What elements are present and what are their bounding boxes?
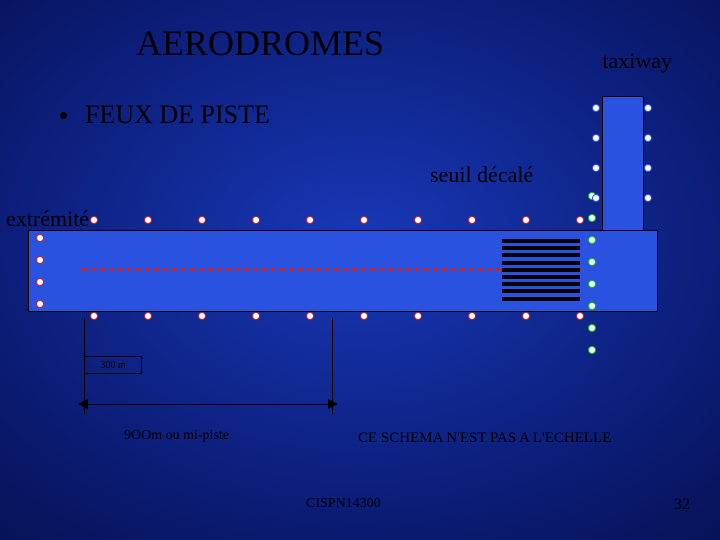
runway-light (644, 194, 652, 202)
subtitle-text: FEUX DE PISTE (85, 100, 270, 130)
runway-light (592, 134, 600, 142)
subtitle-row: FEUX DE PISTE (60, 100, 270, 130)
runway-light (90, 216, 98, 224)
runway-light (644, 104, 652, 112)
runway-light (306, 216, 314, 224)
runway-light (360, 216, 368, 224)
runway-light (36, 256, 44, 264)
runway-light (588, 236, 596, 244)
runway-light (252, 216, 260, 224)
runway-light (468, 216, 476, 224)
runway-light (306, 312, 314, 320)
taxiway-label: taxiway (602, 48, 672, 74)
range-900m-label: 9OOm ou mi-piste (124, 428, 229, 444)
runway-light (36, 300, 44, 308)
runway-light (252, 312, 260, 320)
seuil-label: seuil décalé (430, 162, 533, 188)
disclaimer: CE SCHEMA N'EST PAS A L'ECHELLE (358, 430, 611, 447)
runway-light (360, 312, 368, 320)
runway-light (588, 324, 596, 332)
bullet-icon (60, 112, 67, 119)
runway-light (144, 216, 152, 224)
runway-light (592, 104, 600, 112)
runway-light (36, 278, 44, 286)
page-number: 32 (674, 496, 690, 514)
runway-light (588, 214, 596, 222)
extremite-label: extrémité (6, 206, 89, 232)
runway-light (644, 134, 652, 142)
runway-light (576, 312, 584, 320)
runway-light (198, 312, 206, 320)
threshold-stripes (502, 239, 580, 303)
runway-light (90, 312, 98, 320)
footer-code: CISPN14300 (306, 496, 381, 512)
runway-light (414, 216, 422, 224)
runway-light (588, 346, 596, 354)
range-300m: 300 m (84, 356, 142, 374)
runway-light (414, 312, 422, 320)
runway-light (644, 164, 652, 172)
runway-light (576, 216, 584, 224)
runway-light (588, 302, 596, 310)
runway-light (36, 234, 44, 242)
taxiway-box (602, 96, 644, 231)
runway-light (588, 258, 596, 266)
range-900m-line (84, 404, 332, 405)
runway-light (592, 194, 600, 202)
arrow-left-icon (78, 399, 88, 409)
runway-light (198, 216, 206, 224)
runway-light (144, 312, 152, 320)
runway-light (522, 312, 530, 320)
runway-light (468, 312, 476, 320)
arrow-right-icon (328, 399, 338, 409)
runway-light (588, 280, 596, 288)
page-title: AERODROMES (0, 22, 520, 64)
runway-light (522, 216, 530, 224)
runway-light (592, 164, 600, 172)
